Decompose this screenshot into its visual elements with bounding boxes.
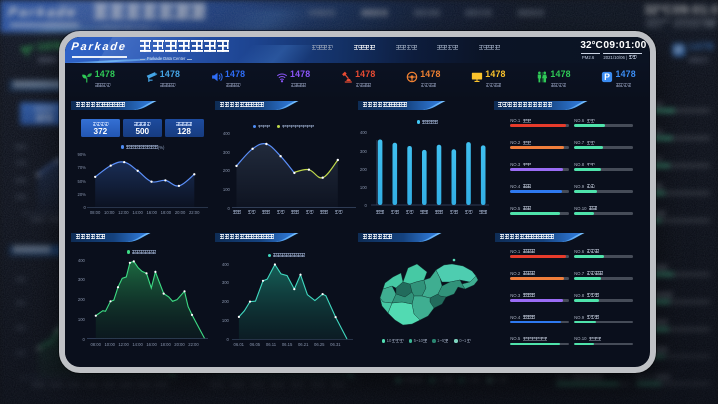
svg-text:P: P [605, 72, 611, 82]
